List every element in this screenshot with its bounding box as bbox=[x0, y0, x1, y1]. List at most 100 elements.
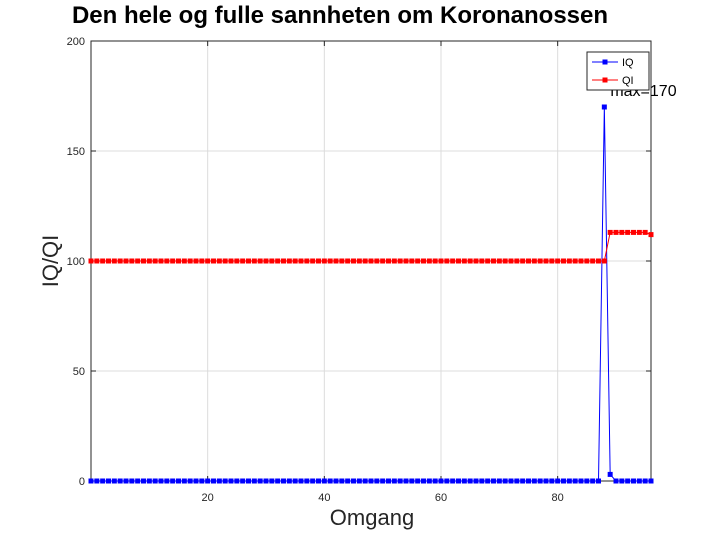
data-point bbox=[403, 258, 409, 264]
data-point bbox=[596, 258, 601, 264]
data-point bbox=[561, 478, 566, 484]
data-point bbox=[345, 258, 351, 264]
data-point bbox=[572, 478, 578, 484]
data-point bbox=[275, 478, 281, 484]
data-point bbox=[508, 478, 514, 484]
data-point bbox=[246, 258, 251, 264]
data-point bbox=[152, 258, 158, 264]
data-point bbox=[100, 478, 106, 484]
data-point bbox=[164, 258, 170, 264]
data-point bbox=[106, 258, 111, 264]
y-tick-label: 0 bbox=[79, 476, 85, 488]
data-point bbox=[461, 478, 467, 484]
data-point bbox=[619, 229, 625, 235]
data-point bbox=[397, 478, 403, 484]
data-point bbox=[158, 478, 164, 484]
x-axis-label: Omgang bbox=[330, 505, 414, 530]
data-point bbox=[491, 478, 496, 484]
data-point bbox=[216, 478, 222, 484]
data-point bbox=[141, 478, 146, 484]
data-point bbox=[636, 478, 642, 484]
data-point bbox=[531, 478, 537, 484]
data-point bbox=[106, 478, 111, 484]
legend-qi-marker bbox=[602, 77, 608, 83]
data-point bbox=[461, 258, 467, 264]
data-point bbox=[596, 478, 601, 484]
data-point bbox=[426, 258, 432, 264]
legend-qi-label: QI bbox=[622, 75, 634, 87]
data-point bbox=[485, 478, 491, 484]
data-point bbox=[281, 478, 286, 484]
data-point bbox=[426, 478, 432, 484]
y-tick-label: 50 bbox=[73, 366, 85, 378]
series-iq bbox=[88, 104, 654, 484]
data-point bbox=[526, 478, 531, 484]
data-point bbox=[526, 258, 531, 264]
data-point bbox=[432, 258, 438, 264]
data-point bbox=[590, 258, 596, 264]
data-point bbox=[403, 478, 409, 484]
data-point bbox=[555, 258, 561, 264]
data-point bbox=[601, 104, 607, 110]
data-point bbox=[286, 478, 292, 484]
series-qi bbox=[88, 229, 654, 264]
data-point bbox=[636, 229, 642, 235]
data-point bbox=[473, 478, 479, 484]
data-point bbox=[415, 258, 421, 264]
data-point bbox=[327, 258, 333, 264]
data-point bbox=[117, 258, 123, 264]
data-point bbox=[304, 478, 310, 484]
data-point bbox=[251, 258, 257, 264]
data-point bbox=[625, 478, 631, 484]
data-point bbox=[257, 478, 263, 484]
data-point bbox=[141, 258, 146, 264]
data-point bbox=[537, 478, 543, 484]
data-point bbox=[607, 471, 613, 477]
data-point bbox=[135, 478, 141, 484]
data-point bbox=[240, 258, 246, 264]
data-point bbox=[123, 258, 129, 264]
x-tick-label: 20 bbox=[202, 492, 214, 504]
data-point bbox=[193, 478, 199, 484]
data-point bbox=[205, 478, 211, 484]
data-point bbox=[543, 478, 549, 484]
data-point bbox=[298, 478, 304, 484]
data-point bbox=[310, 478, 316, 484]
data-point bbox=[561, 258, 566, 264]
data-point bbox=[421, 478, 426, 484]
data-point bbox=[438, 478, 444, 484]
data-point bbox=[129, 258, 135, 264]
data-point bbox=[520, 478, 526, 484]
x-tick-label: 60 bbox=[435, 492, 447, 504]
data-point bbox=[467, 258, 473, 264]
data-point bbox=[391, 258, 397, 264]
data-point bbox=[257, 258, 263, 264]
data-point bbox=[88, 258, 94, 264]
data-point bbox=[281, 258, 286, 264]
x-tick-label: 80 bbox=[552, 492, 564, 504]
data-point bbox=[292, 258, 298, 264]
data-point bbox=[356, 258, 362, 264]
data-point bbox=[631, 229, 636, 235]
data-point bbox=[578, 258, 584, 264]
data-point bbox=[356, 478, 362, 484]
data-point bbox=[234, 478, 240, 484]
series-line-qi bbox=[91, 231, 652, 262]
data-point bbox=[502, 258, 508, 264]
series-layer bbox=[88, 104, 654, 484]
data-point bbox=[566, 258, 572, 264]
x-axis-ticks: 20 40 60 80 bbox=[202, 41, 564, 504]
data-point bbox=[211, 478, 216, 484]
data-point bbox=[450, 258, 456, 264]
data-point bbox=[543, 258, 549, 264]
data-point bbox=[467, 478, 473, 484]
data-point bbox=[444, 258, 450, 264]
data-point bbox=[397, 258, 403, 264]
data-point bbox=[222, 258, 228, 264]
series-line-iq bbox=[91, 106, 651, 482]
y-tick-label: 100 bbox=[67, 256, 85, 268]
data-point bbox=[181, 478, 187, 484]
data-point bbox=[146, 478, 152, 484]
data-point bbox=[146, 258, 152, 264]
data-point bbox=[391, 478, 397, 484]
